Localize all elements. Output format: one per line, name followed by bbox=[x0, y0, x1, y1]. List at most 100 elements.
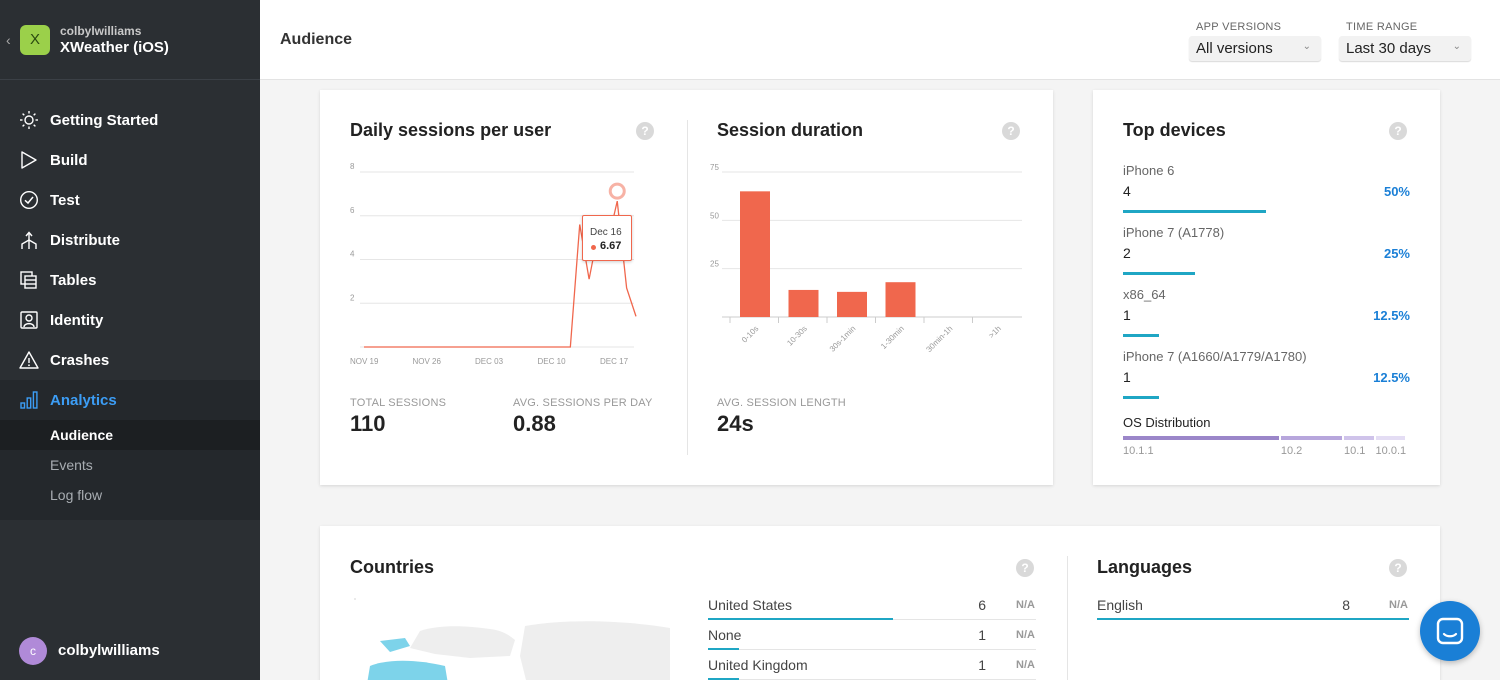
x-tick-label: >1h bbox=[987, 324, 1003, 340]
os-segment[interactable] bbox=[1123, 436, 1279, 440]
os-version-label: 10.1.1 bbox=[1123, 445, 1154, 457]
app-versions-value: All versions bbox=[1196, 40, 1273, 57]
tooltip-date: Dec 16 bbox=[590, 227, 622, 238]
device-percentage: 50% bbox=[1383, 184, 1410, 199]
sidebar-item-tables[interactable]: Tables bbox=[0, 260, 260, 300]
row-name[interactable]: United Kingdom bbox=[708, 657, 808, 673]
user-name: colbylwilliams bbox=[58, 642, 160, 659]
sidebar-item-test[interactable]: Test bbox=[0, 180, 260, 220]
os-segment[interactable] bbox=[1343, 436, 1374, 440]
help-icon[interactable]: ? bbox=[1389, 122, 1407, 140]
avatar: c bbox=[19, 637, 47, 665]
help-icon[interactable]: ? bbox=[1016, 559, 1034, 577]
world-map[interactable] bbox=[350, 596, 670, 680]
sidebar-item-analytics[interactable]: Analytics bbox=[0, 380, 260, 420]
device-bar bbox=[1123, 272, 1195, 275]
chevron-left-icon[interactable]: ‹ bbox=[6, 32, 11, 48]
avg-session-length-label: AVG. SESSION LENGTH bbox=[717, 397, 846, 409]
help-icon[interactable]: ? bbox=[1002, 122, 1020, 140]
total-sessions-value: 110 bbox=[350, 411, 386, 436]
os-version-label: 10.1 bbox=[1343, 445, 1366, 457]
top-devices-card: Top devices ? iPhone 6 4 50% iPhone 7 (A177… bbox=[1093, 90, 1440, 485]
x-tick-label: DEC 03 bbox=[475, 357, 504, 366]
check-circle-icon bbox=[19, 190, 39, 210]
session-duration-chart: 25 50 75 0-10s 10-30s 30s-1min 1-30min 30min-1… bbox=[710, 163, 1022, 354]
sidebar-item-label: Build bbox=[50, 151, 88, 169]
divider bbox=[687, 120, 688, 455]
play-icon bbox=[21, 151, 37, 169]
total-sessions-label: TOTAL SESSIONS bbox=[350, 397, 447, 409]
device-percentage: 12.5% bbox=[1373, 370, 1410, 385]
time-range-label: TIME RANGE bbox=[1346, 21, 1418, 33]
app-avatar: X bbox=[20, 25, 50, 55]
avg-sessions-value: 0.88 bbox=[513, 411, 556, 436]
identity-icon bbox=[20, 311, 38, 329]
row-divider bbox=[708, 649, 1036, 650]
os-segment[interactable] bbox=[1375, 436, 1406, 440]
row-bar bbox=[1097, 618, 1409, 620]
chevron-down-icon: ⌄ bbox=[1452, 41, 1461, 52]
x-tick-label: NOV 19 bbox=[350, 357, 379, 366]
bar bbox=[837, 291, 867, 317]
chart-y-ticks: 2 4 6 8 bbox=[350, 162, 355, 302]
sidebar-subitem-events[interactable]: Events bbox=[50, 457, 93, 473]
x-tick-label: 1-30min bbox=[879, 324, 906, 351]
app-name: XWeather (iOS) bbox=[60, 39, 169, 56]
top-bar: Audience APP VERSIONS All versions ⌄ TIM… bbox=[260, 0, 1500, 80]
device-name: iPhone 6 bbox=[1123, 163, 1175, 178]
device-count: 4 bbox=[1123, 183, 1131, 199]
row-name[interactable]: United States bbox=[708, 597, 793, 613]
divider bbox=[1067, 556, 1068, 680]
tables-icon bbox=[20, 271, 37, 289]
user-profile[interactable]: c colbylwilliams bbox=[0, 620, 260, 680]
chart-x-ticks: 0-10s 10-30s 30s-1min 1-30min 30min-1h >1h bbox=[740, 324, 1003, 354]
sidebar-item-crashes[interactable]: Crashes bbox=[0, 340, 260, 380]
sidebar-item-label: Analytics bbox=[50, 391, 117, 409]
row-bar bbox=[708, 678, 739, 680]
page-title: Audience bbox=[280, 31, 353, 48]
row-name[interactable]: English bbox=[1097, 597, 1143, 613]
sidebar-subitem-log-flow[interactable]: Log flow bbox=[50, 487, 103, 503]
tooltip-dot bbox=[591, 245, 596, 250]
help-icon[interactable]: ? bbox=[636, 122, 654, 140]
sidebar-item-label: Tables bbox=[50, 271, 97, 289]
sidebar-item-label: Identity bbox=[50, 311, 104, 329]
tooltip-value: 6.67 bbox=[600, 240, 622, 252]
os-segment[interactable] bbox=[1280, 436, 1342, 440]
chat-button[interactable] bbox=[1420, 601, 1480, 661]
device-name: x86_64 bbox=[1123, 287, 1166, 302]
x-tick-label: DEC 17 bbox=[600, 357, 629, 366]
sidebar-nav: Getting Started Build Test Distribute Ta… bbox=[0, 100, 260, 520]
bar bbox=[740, 191, 770, 317]
time-range-select[interactable]: Last 30 days ⌄ bbox=[1339, 36, 1471, 61]
chart-grid bbox=[722, 171, 1022, 323]
device-percentage: 12.5% bbox=[1373, 308, 1410, 323]
row-bar bbox=[708, 618, 893, 620]
app-header[interactable]: ‹ X colbylwilliams XWeather (iOS) bbox=[0, 0, 260, 80]
chart-y-ticks: 25 50 75 bbox=[710, 163, 719, 269]
device-name: iPhone 7 (A1660/A1779/A1780) bbox=[1123, 349, 1307, 364]
device-bar bbox=[1123, 396, 1159, 399]
sidebar: ‹ X colbylwilliams XWeather (iOS) Gettin… bbox=[0, 0, 260, 680]
sidebar-item-getting-started[interactable]: Getting Started bbox=[0, 100, 260, 140]
x-tick-label: 0-10s bbox=[740, 324, 761, 345]
countries-title: Countries bbox=[350, 557, 435, 577]
sidebar-item-identity[interactable]: Identity bbox=[0, 300, 260, 340]
geo-card: Countries ? United States 6 N/A None 1 N/A Uni… bbox=[320, 526, 1440, 680]
row-na: N/A bbox=[1016, 629, 1035, 641]
sidebar-item-distribute[interactable]: Distribute bbox=[0, 220, 260, 260]
sidebar-subitem-audience[interactable]: Audience bbox=[0, 420, 260, 450]
sidebar-item-build[interactable]: Build bbox=[0, 140, 260, 180]
row-name[interactable]: None bbox=[708, 627, 742, 643]
chevron-down-icon: ⌄ bbox=[1302, 41, 1311, 52]
bar-chart-icon bbox=[20, 391, 38, 409]
row-na: N/A bbox=[1016, 599, 1035, 611]
chart-tooltip: Dec 16 6.67 bbox=[582, 215, 632, 261]
row-count: 1 bbox=[978, 627, 986, 643]
series-line bbox=[364, 200, 637, 348]
sidebar-item-label: Crashes bbox=[50, 351, 110, 369]
help-icon[interactable]: ? bbox=[1389, 559, 1407, 577]
app-versions-select[interactable]: All versions ⌄ bbox=[1189, 36, 1321, 61]
highlight-point[interactable] bbox=[608, 182, 626, 200]
